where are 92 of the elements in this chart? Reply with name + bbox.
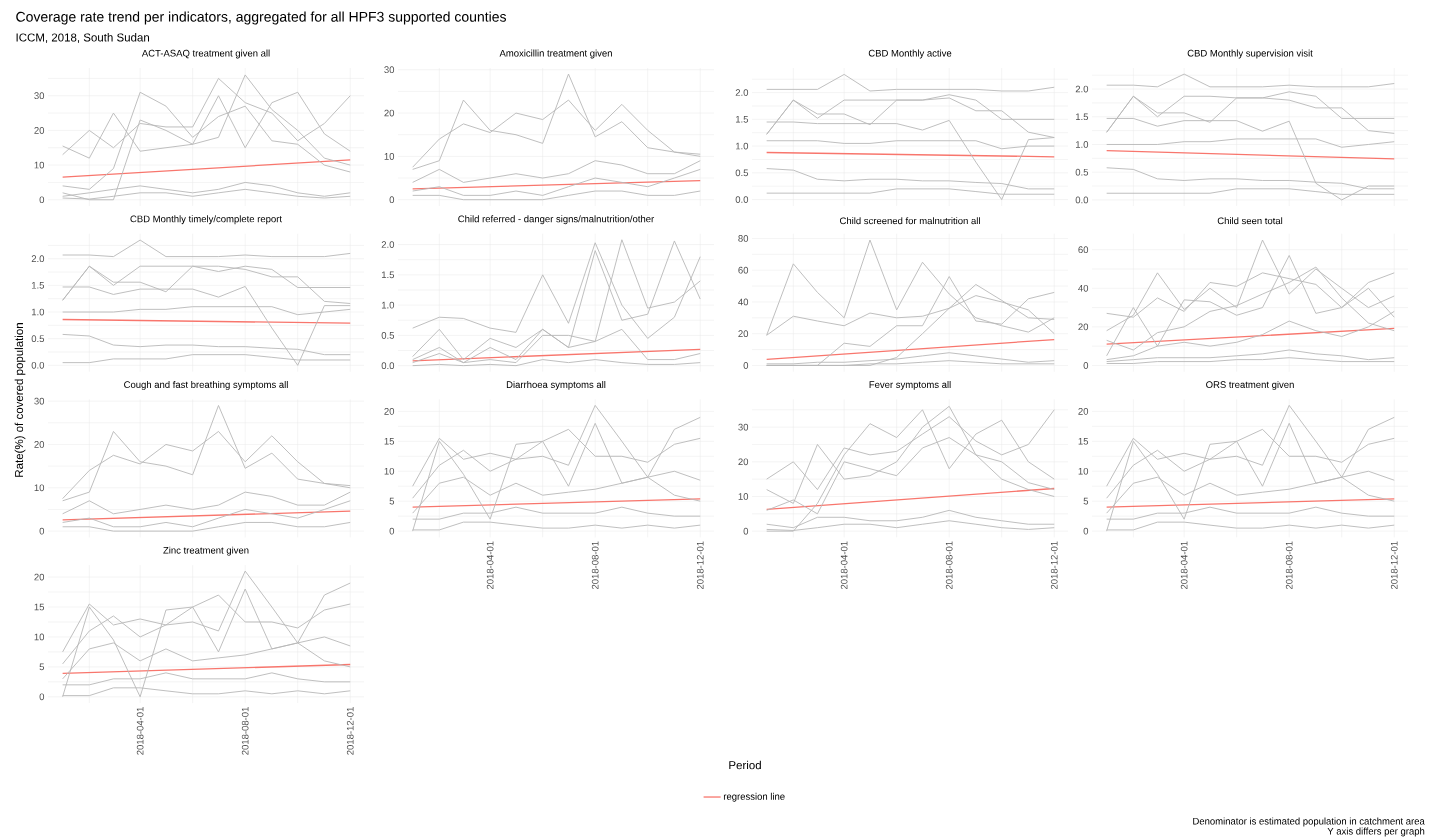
y-tick-label: 0	[743, 527, 749, 535]
chart-title: Fever symptoms all	[869, 381, 951, 390]
y-tick-label: 0.5	[381, 332, 395, 339]
y-tick-label: 0.5	[1075, 168, 1089, 176]
y-tick-label: 10	[34, 161, 45, 169]
x-tick-label: 2018-12-01	[1050, 541, 1058, 590]
chart-title: Child seen total	[1217, 217, 1283, 225]
text: Period	[729, 760, 761, 770]
x-tick-label: 2018-12-01	[696, 541, 704, 590]
y-tick-label: 0	[1083, 527, 1089, 535]
legend-label: regression line	[723, 792, 785, 802]
y-tick-label: 10	[384, 153, 395, 160]
y-tick-label: 20	[384, 109, 395, 117]
y-tick-label: 0.0	[1075, 196, 1089, 204]
chart-title: CBD Monthly timely/complete report	[130, 215, 282, 225]
y-tick-label: 20	[34, 127, 45, 134]
chart-title: Cough and fast breathing symptoms all	[124, 381, 288, 390]
y-tick-label: 20	[1078, 323, 1089, 331]
y-tick-label: 20	[384, 408, 395, 415]
y-tick-label: 20	[34, 441, 45, 448]
y-tick-label: 0	[39, 693, 45, 701]
y-tick-label: 60	[738, 266, 749, 274]
y-tick-label: 15	[34, 603, 45, 611]
y-tick-label: 1.5	[1076, 113, 1089, 121]
text: Rate(%) of covered population	[14, 323, 26, 477]
y-tick-label: 80	[738, 235, 749, 242]
y-tick-label: 40	[1078, 284, 1089, 292]
y-tick-label: 10	[1078, 467, 1089, 475]
y-tick-label: 0	[389, 196, 395, 204]
x-tick-label: 2018-04-01	[136, 707, 144, 755]
y-tick-label: 10	[34, 484, 45, 492]
y-tick-label: 20	[1078, 408, 1089, 415]
y-tick-label: 0	[389, 527, 395, 535]
y-tick-label: 30	[34, 92, 45, 100]
x-tick-label: 2018-04-01	[1180, 541, 1188, 590]
y-tick-label: 30	[738, 423, 749, 431]
text: Coverage rate trend per indicators, aggregated for all HPF3 supported counties	[16, 11, 507, 25]
y-tick-label: 5	[389, 497, 395, 505]
y-tick-label: 5	[1083, 497, 1089, 505]
text: ICCM, 2018, South Sudan	[16, 33, 150, 43]
y-tick-label: 0	[1083, 362, 1089, 369]
y-tick-label: 20	[738, 330, 749, 338]
chart-title: ACT-ASAQ treatment given all	[141, 49, 270, 59]
y-tick-label: 1.0	[735, 142, 749, 150]
x-tick-label: 2018-12-01	[1390, 541, 1398, 590]
chart-title: CBD Monthly supervision visit	[1187, 49, 1313, 59]
y-tick-label: 2.0	[31, 255, 45, 263]
x-tick-label: 2018-04-01	[486, 541, 494, 590]
y-tick-label: 0.0	[31, 361, 45, 369]
x-tick-label: 2018-08-01	[1285, 541, 1293, 590]
chart-title: CBD Monthly active	[868, 49, 952, 59]
y-tick-label: 1.5	[31, 282, 45, 289]
text: Denominator is estimated population in catchment area	[1193, 817, 1425, 827]
y-tick-label: 20	[34, 573, 45, 581]
y-tick-label: 1.0	[381, 301, 395, 309]
y-tick-label: 60	[1078, 246, 1089, 254]
y-tick-label: 15	[1078, 437, 1089, 445]
x-tick-label: 2018-08-01	[241, 707, 249, 755]
y-tick-label: 0	[39, 196, 45, 204]
y-tick-label: 10	[34, 633, 45, 641]
y-tick-label: 15	[384, 437, 395, 445]
y-tick-label: 40	[738, 298, 749, 306]
chart-title: Child screened for malnutrition all	[840, 217, 980, 225]
x-tick-label: 2018-04-01	[840, 541, 848, 590]
x-tick-label: 2018-08-01	[945, 541, 953, 590]
chart-title: Amoxicillin treatment given	[499, 49, 612, 59]
chart-title: Diarrhoea symptoms all	[506, 381, 606, 390]
y-tick-label: 2.0	[1075, 85, 1089, 93]
y-tick-label: 0	[39, 527, 45, 535]
y-tick-label: 1.5	[381, 271, 395, 279]
y-tick-label: 5	[39, 663, 45, 671]
y-tick-label: 1.0	[1076, 141, 1089, 148]
x-tick-label: 2018-12-01	[346, 707, 354, 755]
y-tick-label: 0.5	[31, 335, 45, 343]
chart-title: Child referred - danger signs/malnutrition/other	[458, 215, 655, 225]
x-tick-label: 2018-08-01	[591, 541, 599, 590]
chart-title: Zinc treatment given	[163, 546, 249, 556]
y-tick-label: 0.5	[735, 169, 749, 177]
y-tick-label: 1.0	[31, 308, 45, 316]
chart-title: ORS treatment given	[1206, 381, 1294, 390]
y-tick-label: 2.0	[381, 241, 395, 248]
y-tick-label: 20	[738, 458, 749, 466]
y-tick-label: 0.0	[381, 362, 395, 370]
y-tick-label: 10	[384, 467, 395, 475]
y-tick-label: 0.0	[735, 196, 749, 203]
y-tick-label: 30	[34, 397, 45, 405]
text: Y axis differs per graph	[1327, 827, 1425, 837]
y-tick-label: 10	[738, 493, 749, 500]
y-tick-label: 2.0	[735, 89, 749, 96]
y-tick-label: 0	[743, 362, 749, 369]
y-tick-label: 1.5	[735, 116, 749, 123]
y-tick-label: 30	[384, 66, 395, 74]
